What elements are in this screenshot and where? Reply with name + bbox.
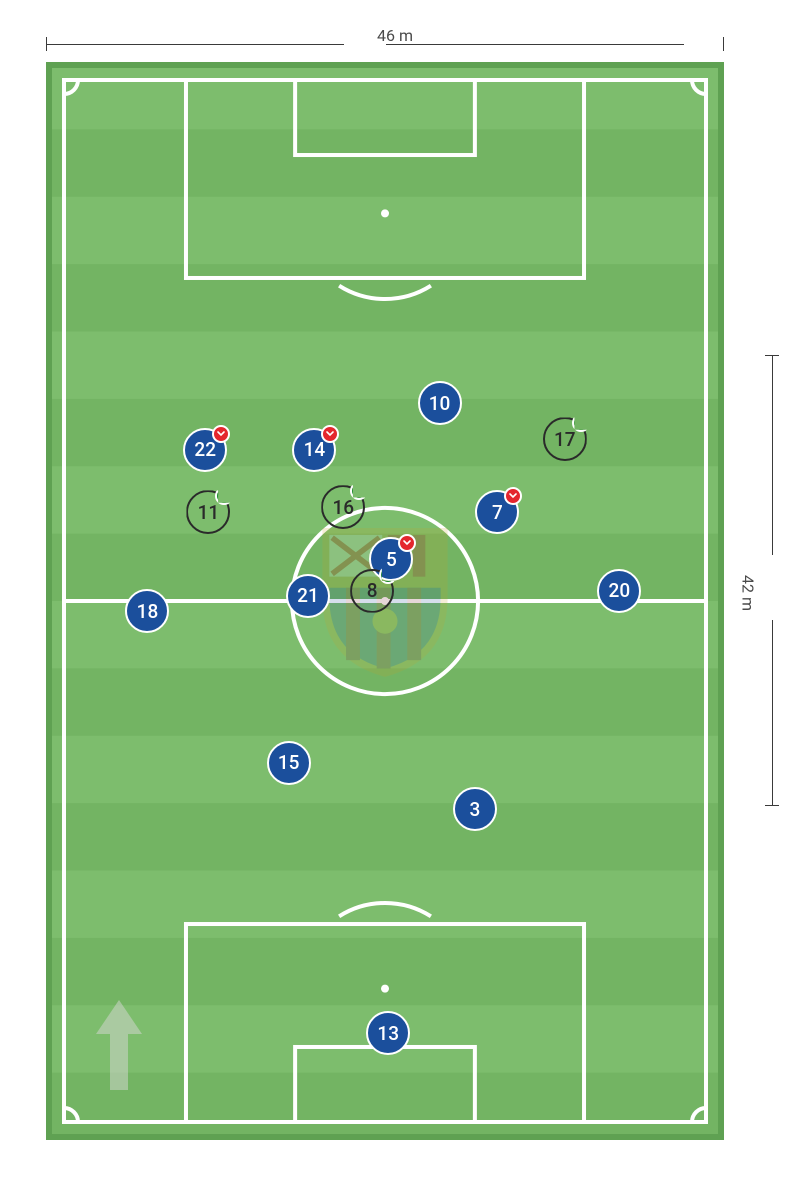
dim-line — [46, 44, 344, 45]
sub-out-icon — [398, 534, 416, 552]
player-marker-10[interactable]: 10 — [418, 381, 462, 425]
player-number: 21 — [297, 584, 319, 607]
player-marker-7[interactable]: 7 — [475, 490, 519, 534]
player-marker-20[interactable]: 20 — [597, 569, 641, 613]
player-number: 10 — [429, 392, 451, 415]
player-number: 8 — [367, 579, 378, 602]
player-marker-13[interactable]: 13 — [366, 1011, 410, 1055]
player-number: 5 — [386, 548, 397, 571]
player-marker-18[interactable]: 18 — [125, 589, 169, 633]
player-number: 17 — [554, 428, 576, 451]
player-marker-15[interactable]: 15 — [267, 741, 311, 785]
player-number: 3 — [469, 798, 480, 821]
attack-direction-arrow — [96, 1000, 142, 1090]
player-number: 18 — [137, 600, 159, 623]
player-number: 7 — [492, 501, 503, 524]
player-marker-14[interactable]: 14 — [292, 428, 336, 472]
sub-out-icon — [504, 487, 522, 505]
player-number: 16 — [332, 496, 354, 519]
sub-out-icon — [321, 425, 339, 443]
player-number: 22 — [194, 438, 216, 461]
pitch: 13 3 15 18 21 20 58 7 16 11 14 22 17 10 — [46, 62, 724, 1140]
height-label: 42 m — [739, 575, 758, 611]
player-number: 11 — [198, 501, 220, 524]
player-number: 14 — [304, 438, 326, 461]
width-label: 46 m — [377, 26, 413, 45]
player-marker-3[interactable]: 3 — [453, 787, 497, 831]
player-number: 20 — [609, 579, 631, 602]
player-marker-22[interactable]: 22 — [183, 428, 227, 472]
player-marker-21[interactable]: 21 — [286, 574, 330, 618]
player-number: 13 — [377, 1022, 399, 1045]
pitch-diagram: 46 m 42 m 13 3 15 18 21 20 58 7 16 11 14 22 17 10 — [20, 20, 770, 1165]
dim-tick — [765, 805, 779, 806]
player-number: 15 — [278, 751, 300, 774]
dim-line — [772, 355, 773, 555]
dim-line — [772, 620, 773, 805]
dim-tick — [723, 37, 724, 51]
dim-line — [386, 44, 684, 45]
sub-out-icon — [212, 425, 230, 443]
